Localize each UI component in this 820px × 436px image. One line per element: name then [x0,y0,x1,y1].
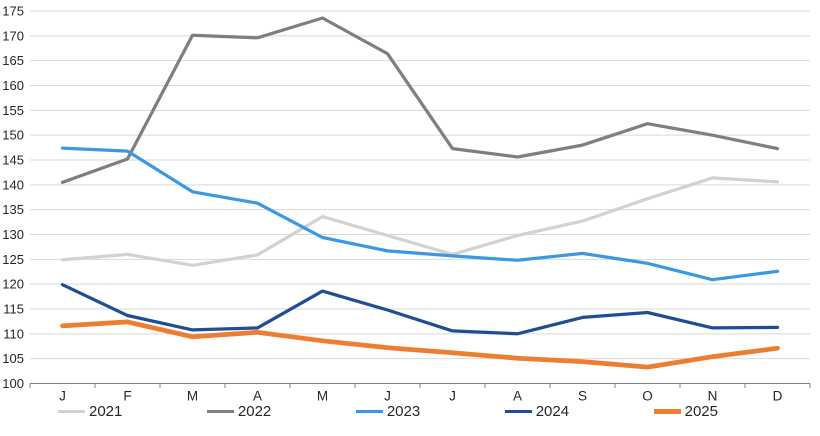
y-axis-tick-label: 170 [2,28,24,43]
legend-item-2023: 2023 [355,403,421,420]
x-axis-month-label: M [317,389,328,404]
legend-line-swatch-2024 [504,409,532,414]
series-line-2022 [60,16,780,184]
x-axis-month-label: M [187,389,198,404]
y-axis-tick-label: 155 [2,103,24,118]
y-axis-tick-label: 105 [2,351,24,366]
y-axis-tick-label: 140 [2,177,24,192]
legend-label-2025: 2025 [684,403,718,420]
legend-label-2023: 2023 [386,403,421,420]
legend-item-2024: 2024 [504,403,570,420]
x-axis-month-label: S [578,389,587,404]
chart-legend: 2021 2022 2023 2024 2025 [58,404,718,419]
legend-item-2021: 2021 [58,404,122,419]
series-line-2021 [60,176,780,267]
legend-line-swatch-2021 [58,409,85,414]
y-axis-tick-label: 130 [2,227,24,242]
x-axis-month-label: A [513,389,522,404]
x-axis-month-label: N [708,389,718,404]
x-axis-month-label: J [449,389,456,404]
y-axis-tick-label: 160 [2,78,24,93]
legend-item-2022: 2022 [206,403,272,420]
x-axis-month-label: A [253,389,262,404]
y-axis-tick-label: 145 [2,153,24,168]
series-line-2025 [60,319,780,370]
y-axis-tick-label: 115 [3,302,24,317]
legend-line-swatch-2022 [206,409,234,414]
y-axis-tick-label: 135 [2,202,24,217]
y-axis-tick-label: 175 [2,4,24,19]
legend-item-2025: 2025 [653,403,718,420]
y-axis-tick-label: 100 [2,376,24,391]
x-axis-month-label: J [59,389,66,404]
x-axis-month-label: J [384,389,391,404]
x-axis-month-label: D [773,389,783,404]
y-axis-tick-label: 125 [2,252,24,267]
legend-line-swatch-2025 [653,409,681,414]
legend-line-swatch-2023 [355,409,383,414]
y-axis-tick-label: 110 [3,326,24,341]
x-axis-month-label: F [123,389,131,404]
y-axis-tick-label: 165 [2,53,24,68]
series-line-2023 [60,146,780,282]
y-axis-tick-label: 150 [2,128,24,143]
series-line-2024 [60,283,780,336]
y-axis-tick-label: 120 [2,277,24,292]
legend-label-2024: 2024 [535,403,570,420]
legend-label-2021: 2021 [89,403,123,420]
chart-plot-area: 100 105 110 115 120 125 130 135 140 145 150 155 160 1… [2,4,811,404]
legend-label-2022: 2022 [237,403,272,420]
x-axis-month-label: O [642,389,653,404]
